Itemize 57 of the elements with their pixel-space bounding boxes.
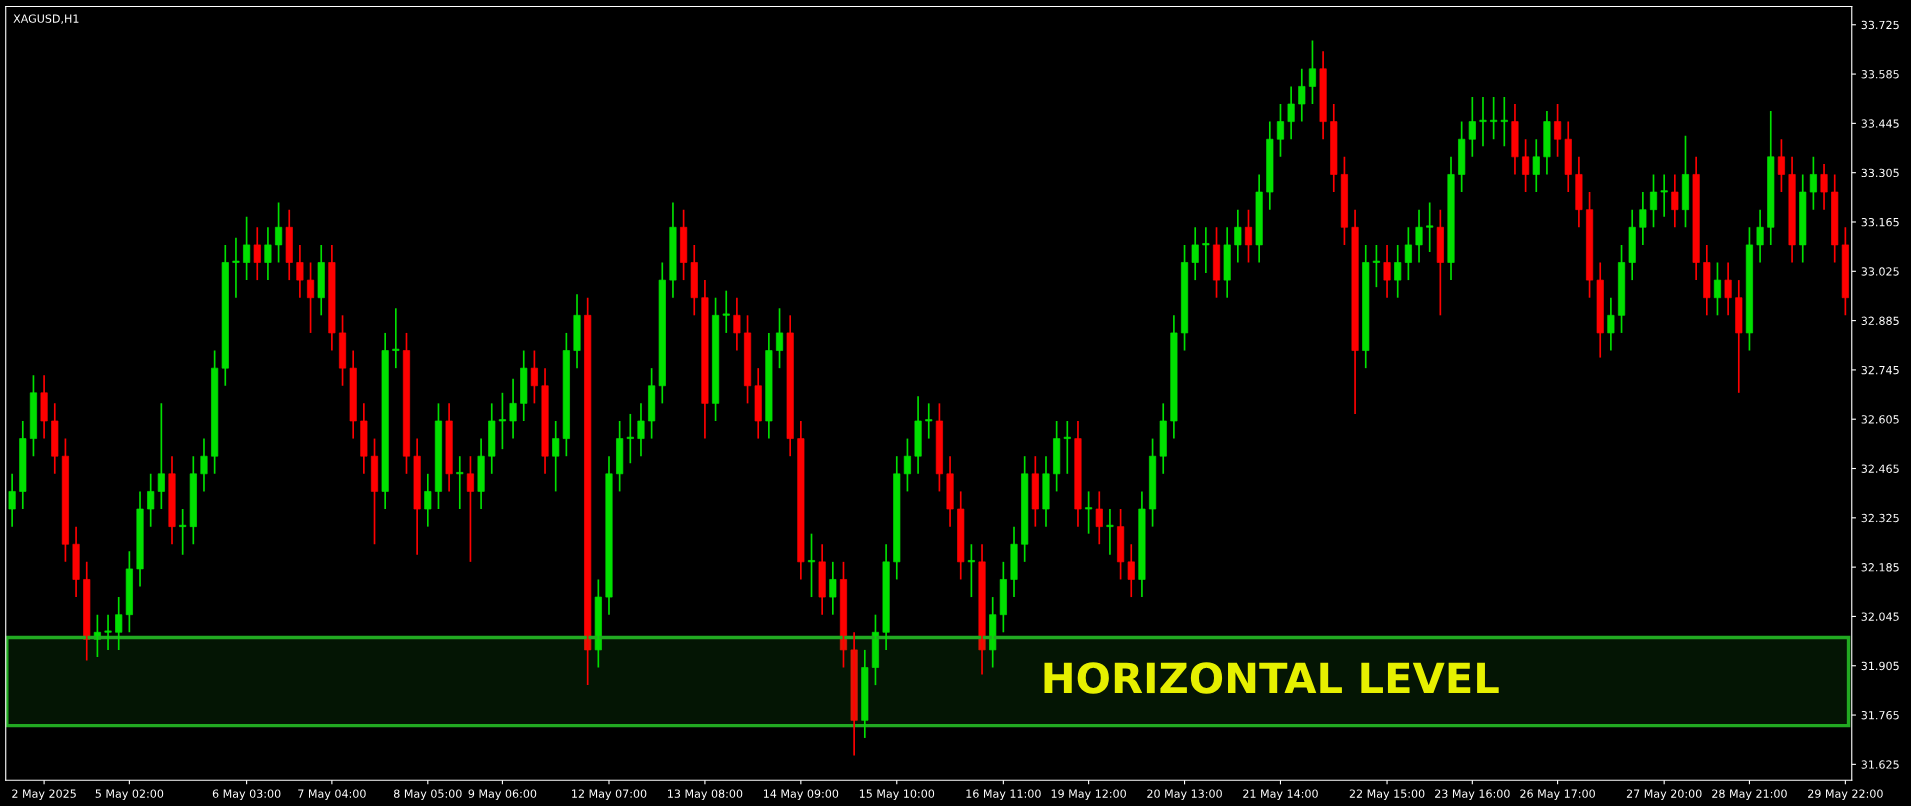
candlestick [1436, 208, 1444, 317]
x-tick-label: 6 May 03:00 [212, 789, 281, 800]
candlestick [1202, 226, 1210, 274]
y-tick-label: 32.185 [1861, 563, 1899, 572]
x-tick-label: 15 May 10:00 [859, 789, 935, 800]
y-tick-label: 33.585 [1861, 70, 1899, 79]
candlestick [1426, 201, 1434, 253]
x-tick-label: 16 May 11:00 [966, 789, 1041, 800]
y-tick-label: 32.045 [1861, 612, 1899, 621]
x-tick-label: 19 May 12:00 [1051, 789, 1126, 800]
x-tick-label: 14 May 09:00 [763, 789, 839, 800]
y-tick-label: 31.905 [1861, 661, 1899, 671]
band-label: HORIZONTAL LEVEL [1044, 662, 1499, 694]
x-tick-label: 21 May 14:00 [1243, 789, 1318, 800]
candlestick [392, 307, 400, 369]
candlestick [925, 402, 933, 440]
x-tick-label: 12 May 07:00 [572, 789, 647, 800]
y-tick-label: 33.445 [1861, 119, 1899, 128]
x-tick-label: 7 May 04:00 [298, 789, 366, 800]
y-tick-label: 33.165 [1861, 217, 1899, 227]
x-tick-label: 13 May 08:00 [668, 789, 743, 800]
candlestick [1458, 120, 1466, 193]
y-tick-label: 32.605 [1861, 415, 1899, 424]
candlestick [967, 543, 975, 598]
candlestick [179, 508, 187, 556]
y-tick-label: 33.725 [1861, 20, 1899, 30]
y-tick-label: 32.885 [1861, 316, 1899, 325]
y-tick-label: 32.465 [1861, 464, 1899, 473]
candlestick [157, 402, 165, 510]
y-tick-label: 31.625 [1861, 760, 1899, 769]
x-tick-label: 5 May 02:00 [95, 789, 164, 800]
x-tick-label: 28 May 21:00 [1712, 789, 1787, 800]
x-tick-label: 20 May 13:00 [1147, 789, 1222, 800]
y-tick-label: 31.765 [1861, 711, 1899, 720]
x-tick-label: 8 May 05:00 [393, 789, 462, 800]
candlestick [104, 613, 112, 651]
candlestick [1085, 490, 1093, 535]
y-tick-label: 33.305 [1861, 168, 1899, 178]
y-tick-label: 32.745 [1861, 365, 1899, 375]
candlestick [594, 578, 602, 669]
x-tick-label: 26 May 17:00 [1520, 789, 1595, 800]
x-tick-label: 2 May 2025 [12, 789, 76, 800]
y-tick-label: 32.325 [1861, 513, 1899, 523]
candlestick [232, 237, 240, 299]
candlestick [616, 420, 624, 493]
x-tick-label: 27 May 20:00 [1626, 789, 1702, 800]
y-tick-label: 33.025 [1861, 267, 1899, 276]
x-tick-label: 9 May 06:00 [468, 789, 537, 800]
text: XAGUSD,H1 [13, 14, 79, 24]
candlestick [807, 532, 816, 598]
candlestick [1372, 244, 1380, 288]
x-tick-label: 29 May 22:00 [1808, 789, 1883, 800]
candlestick [722, 289, 730, 334]
candlestick [1660, 173, 1668, 218]
x-tick-label: 22 May 15:00 [1349, 789, 1425, 800]
x-tick-label: 23 May 16:00 [1435, 789, 1510, 800]
candlestick [498, 391, 506, 450]
